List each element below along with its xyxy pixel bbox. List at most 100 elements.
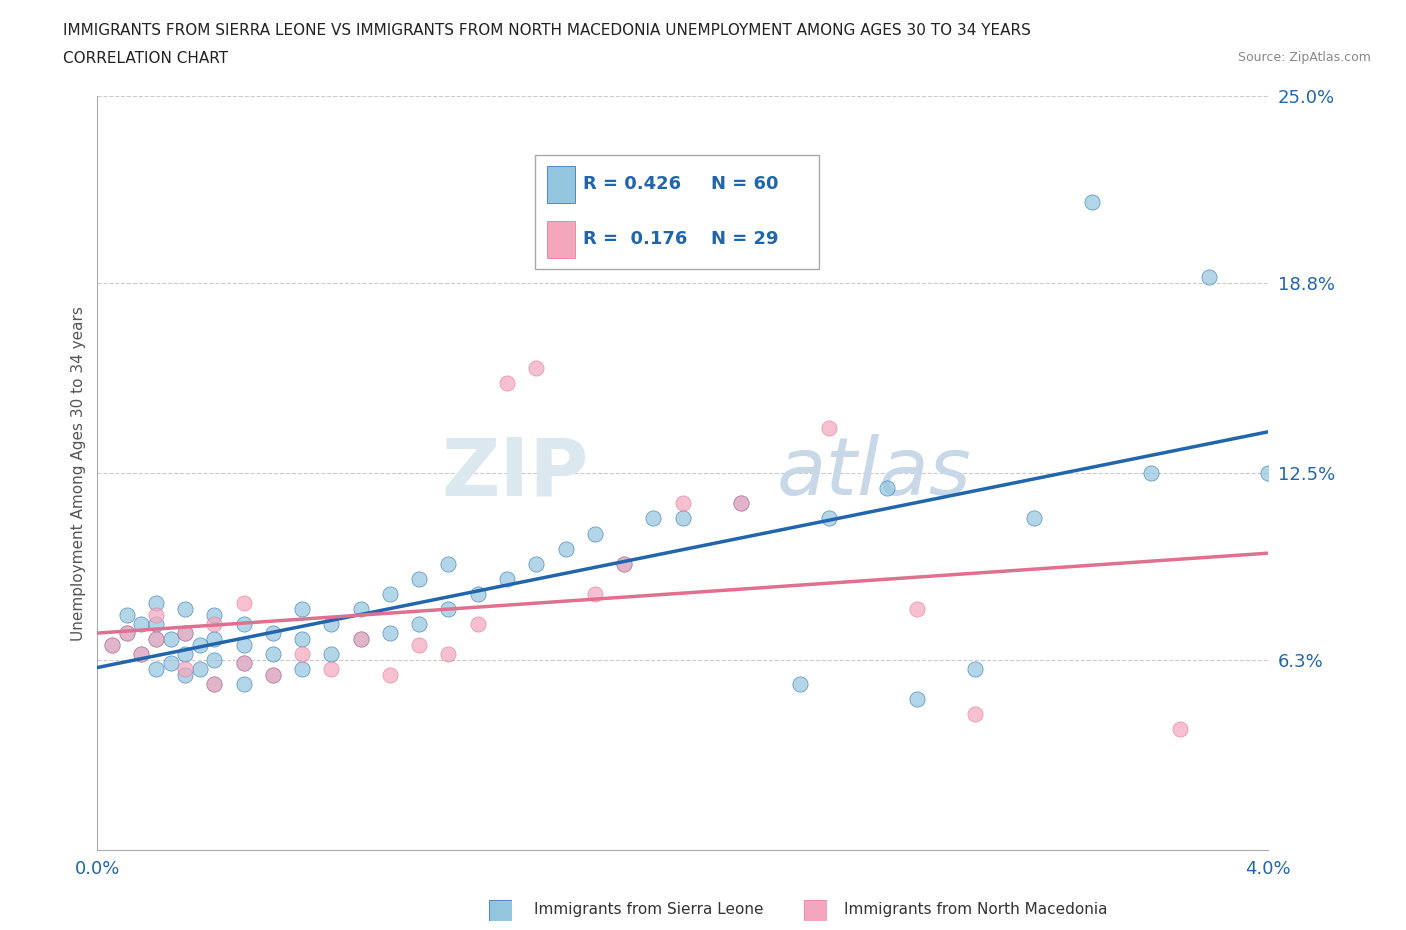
Text: Immigrants from North Macedonia: Immigrants from North Macedonia <box>844 902 1107 917</box>
Point <box>1022 511 1045 525</box>
Text: ZIP: ZIP <box>441 434 589 512</box>
Point <box>232 656 254 671</box>
Point <box>262 646 284 661</box>
Point <box>524 360 547 375</box>
Text: R =  0.176: R = 0.176 <box>583 231 688 248</box>
Point <box>174 668 197 683</box>
Text: Immigrants from Sierra Leone: Immigrants from Sierra Leone <box>534 902 763 917</box>
Point <box>202 653 225 668</box>
Point <box>408 638 430 653</box>
Point <box>262 626 284 641</box>
Point <box>145 631 167 646</box>
Point <box>467 617 489 631</box>
Point <box>232 617 254 631</box>
Point <box>262 668 284 683</box>
Point <box>145 607 167 622</box>
Point <box>101 638 124 653</box>
Point <box>467 587 489 602</box>
Point <box>378 626 401 641</box>
Point <box>965 707 987 722</box>
FancyBboxPatch shape <box>489 900 512 921</box>
Point <box>129 617 152 631</box>
Point <box>437 556 460 571</box>
FancyBboxPatch shape <box>536 154 818 269</box>
Point <box>965 662 987 677</box>
Point <box>1139 466 1161 481</box>
Point <box>232 677 254 692</box>
Point <box>174 602 197 617</box>
Point <box>730 496 752 511</box>
Text: R = 0.426: R = 0.426 <box>583 176 682 193</box>
Point <box>671 496 693 511</box>
Point <box>613 556 636 571</box>
Text: N = 29: N = 29 <box>711 231 779 248</box>
Point <box>145 617 167 631</box>
Point <box>202 631 225 646</box>
Point <box>291 646 314 661</box>
Point <box>583 587 606 602</box>
Y-axis label: Unemployment Among Ages 30 to 34 years: Unemployment Among Ages 30 to 34 years <box>72 306 86 641</box>
Point <box>1168 722 1191 737</box>
Point <box>408 571 430 586</box>
Point <box>232 638 254 653</box>
Point <box>159 656 181 671</box>
FancyBboxPatch shape <box>804 900 827 921</box>
Point <box>129 646 152 661</box>
Point <box>496 571 519 586</box>
Point <box>524 556 547 571</box>
Point <box>496 376 519 391</box>
Point <box>1257 466 1279 481</box>
Point <box>583 526 606 541</box>
Point <box>350 631 373 646</box>
Point <box>1198 270 1220 285</box>
FancyBboxPatch shape <box>547 166 575 203</box>
Point <box>876 481 898 496</box>
Point <box>232 656 254 671</box>
Point <box>202 677 225 692</box>
Point <box>730 496 752 511</box>
Point <box>202 677 225 692</box>
Point <box>115 626 138 641</box>
Text: CORRELATION CHART: CORRELATION CHART <box>63 51 228 66</box>
Point <box>188 662 211 677</box>
Point <box>129 646 152 661</box>
Point <box>174 626 197 641</box>
Point <box>262 668 284 683</box>
Point <box>437 602 460 617</box>
Point <box>378 587 401 602</box>
Point <box>554 541 576 556</box>
Point <box>321 662 343 677</box>
Point <box>291 602 314 617</box>
Point <box>905 692 928 707</box>
Point <box>291 662 314 677</box>
Point <box>378 668 401 683</box>
Text: atlas: atlas <box>776 434 972 512</box>
Point <box>321 646 343 661</box>
Point <box>613 556 636 571</box>
Point <box>174 646 197 661</box>
Text: N = 60: N = 60 <box>711 176 779 193</box>
Point <box>643 511 665 525</box>
Point <box>159 631 181 646</box>
Point <box>188 638 211 653</box>
Point <box>437 646 460 661</box>
Text: Source: ZipAtlas.com: Source: ZipAtlas.com <box>1237 51 1371 64</box>
Point <box>145 631 167 646</box>
FancyBboxPatch shape <box>547 221 575 258</box>
Point <box>905 602 928 617</box>
Point <box>818 511 841 525</box>
Point <box>174 662 197 677</box>
Point <box>145 662 167 677</box>
Point <box>818 420 841 435</box>
Point <box>671 511 693 525</box>
Point <box>145 595 167 610</box>
Point <box>1081 194 1104 209</box>
Point <box>789 677 811 692</box>
Point <box>291 631 314 646</box>
Point <box>321 617 343 631</box>
Point <box>202 617 225 631</box>
Point <box>115 607 138 622</box>
Point <box>202 607 225 622</box>
Text: IMMIGRANTS FROM SIERRA LEONE VS IMMIGRANTS FROM NORTH MACEDONIA UNEMPLOYMENT AMO: IMMIGRANTS FROM SIERRA LEONE VS IMMIGRAN… <box>63 23 1031 38</box>
Point <box>350 602 373 617</box>
